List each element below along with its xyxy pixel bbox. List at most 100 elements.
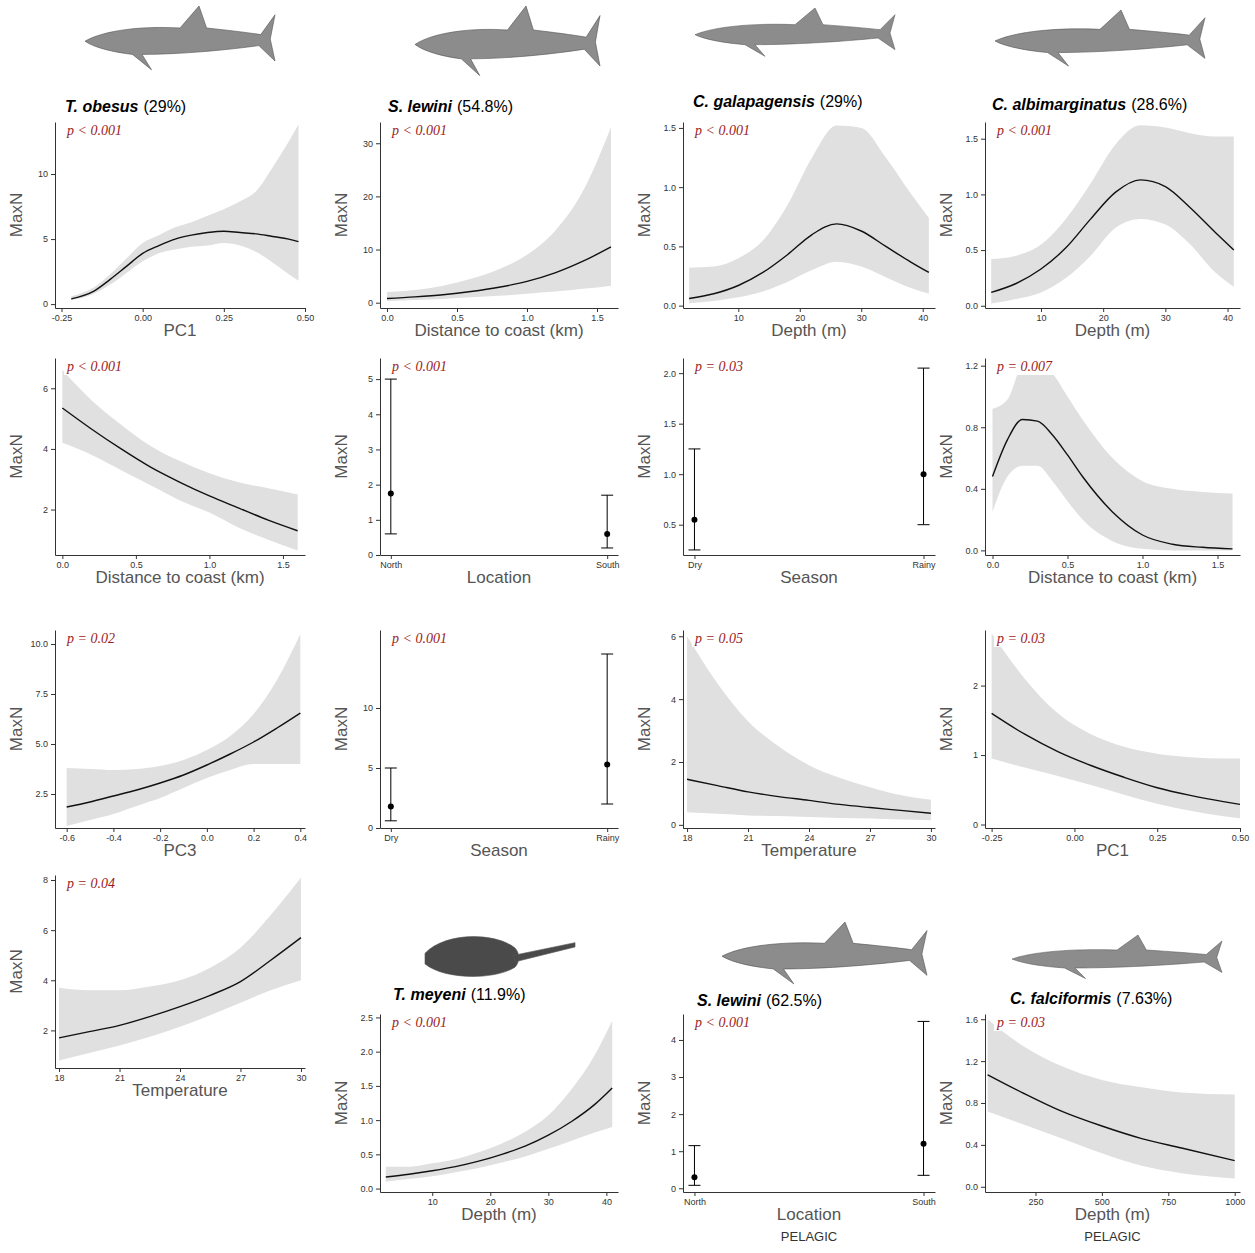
error-bar (390, 379, 391, 534)
x-tick-mark (870, 828, 871, 832)
x-tick-mark (1218, 555, 1219, 559)
y-tick: 4 (43, 976, 55, 986)
x-tick: North (684, 1192, 706, 1207)
x-tick-label: 30 (857, 313, 867, 323)
plot-area (687, 636, 931, 820)
y-tick-mark (51, 980, 55, 981)
x-axis-title: Location (777, 1205, 841, 1224)
x-tick-label: 0.0 (57, 560, 70, 570)
p-value-text: p = 0.04 (66, 876, 115, 891)
y-tick-label: 4 (43, 444, 48, 454)
y-axis-line (380, 123, 381, 309)
y-tick: 1.5 (663, 419, 683, 429)
y-axis: 246 (43, 359, 56, 556)
x-tick-mark (597, 308, 598, 312)
p-value-text: p = 0.05 (694, 631, 743, 646)
x-axis-title: Depth (m) (1075, 1205, 1151, 1224)
x-tick-mark (1102, 1192, 1103, 1196)
species-illustration (415, 6, 600, 76)
y-tick: 10 (363, 703, 380, 713)
y-axis-title: MaxN (7, 434, 26, 478)
y-tick: 0 (671, 1184, 683, 1194)
p-value-background (994, 358, 1055, 375)
y-tick-label: 5 (368, 374, 373, 384)
panel: 18212427302468TemperatureMaxNp = 0.04 (7, 875, 306, 1100)
x-axis-line (381, 1192, 619, 1193)
x-tick-mark (143, 308, 144, 312)
x-axis-line (381, 555, 619, 556)
plot-area (387, 127, 611, 301)
y-tick-mark (679, 636, 683, 637)
x-tick: 30 (1161, 308, 1171, 323)
y-tick-mark (376, 303, 380, 304)
x-tick-mark (924, 555, 925, 559)
x-axis-line (381, 828, 619, 829)
fitted-line (988, 1075, 1235, 1161)
y-tick: 0.4 (965, 484, 985, 494)
confidence-band (59, 878, 301, 1061)
x-axis-title: Distance to coast (km) (95, 568, 264, 587)
x-tick: 30 (857, 308, 867, 323)
p-value: p < 0.001 (64, 358, 124, 375)
y-tick: 6 (671, 632, 683, 642)
x-axis-title: Distance to coast (km) (414, 321, 583, 340)
y-tick-label: 2 (368, 480, 373, 490)
y-axis: 0510 (363, 631, 381, 834)
x-tick-label: -0.25 (982, 833, 1003, 843)
y-tick-mark (51, 930, 55, 931)
y-tick-label: 2 (671, 1110, 676, 1120)
species-illustration (722, 922, 927, 984)
y-tick-mark (51, 694, 55, 695)
p-value-background (692, 122, 752, 139)
y-tick-label: 0 (671, 1184, 676, 1194)
mean-point (604, 531, 610, 537)
error-bar (923, 1021, 924, 1175)
y-tick-mark (981, 1061, 985, 1062)
y-axis-title: MaxN (937, 1081, 956, 1125)
y-tick: 1.2 (965, 1056, 985, 1066)
y-tick-mark (376, 250, 380, 251)
y-tick-mark (679, 187, 683, 188)
y-tick: 4 (671, 695, 683, 705)
y-tick: 2.0 (663, 369, 683, 379)
plot-area (385, 654, 613, 821)
x-tick-mark (62, 555, 63, 559)
species-illustration (425, 937, 575, 977)
p-value-background (64, 122, 124, 139)
x-tick-label: 0.00 (1066, 833, 1084, 843)
x-axis-title: Depth (m) (771, 321, 847, 340)
x-tick: 0.0 (201, 828, 214, 843)
confidence-band (988, 1019, 1235, 1178)
y-tick: 7.5 (35, 689, 55, 699)
x-tick: 0.0 (987, 555, 1000, 570)
y-tick-mark (376, 196, 380, 197)
species-illustration (995, 10, 1205, 66)
confidence-band (689, 126, 929, 304)
y-tick-mark (679, 525, 683, 526)
y-tick-mark (51, 744, 55, 745)
p-value: p = 0.05 (692, 630, 745, 647)
y-tick-label: 0 (368, 550, 373, 560)
y-axis: 012345 (368, 359, 381, 561)
y-axis-line (683, 123, 684, 309)
y-tick-mark (51, 644, 55, 645)
p-value-text: p = 0.03 (694, 359, 743, 374)
y-tick-label: 1.6 (965, 1015, 978, 1025)
p-value: p = 0.03 (994, 630, 1047, 647)
x-tick: 40 (1223, 308, 1233, 323)
mean-point (691, 517, 697, 523)
y-tick-label: 2 (973, 681, 978, 691)
y-tick-mark (376, 1154, 380, 1155)
y-tick: 10 (363, 245, 380, 255)
y-tick-mark (981, 250, 985, 251)
y-tick: 0.0 (360, 1184, 380, 1194)
y-axis-line (55, 359, 56, 556)
y-tick: 2 (368, 480, 380, 490)
x-tick-mark (738, 308, 739, 312)
deviance-explained: (11.9%) (471, 986, 526, 1003)
y-axis: 0.00.40.81.2 (965, 359, 985, 556)
x-tick-label: 30 (926, 833, 936, 843)
x-tick: 18 (683, 828, 693, 843)
y-tick-label: 6 (43, 384, 48, 394)
y-tick-label: 1.2 (965, 1056, 978, 1066)
